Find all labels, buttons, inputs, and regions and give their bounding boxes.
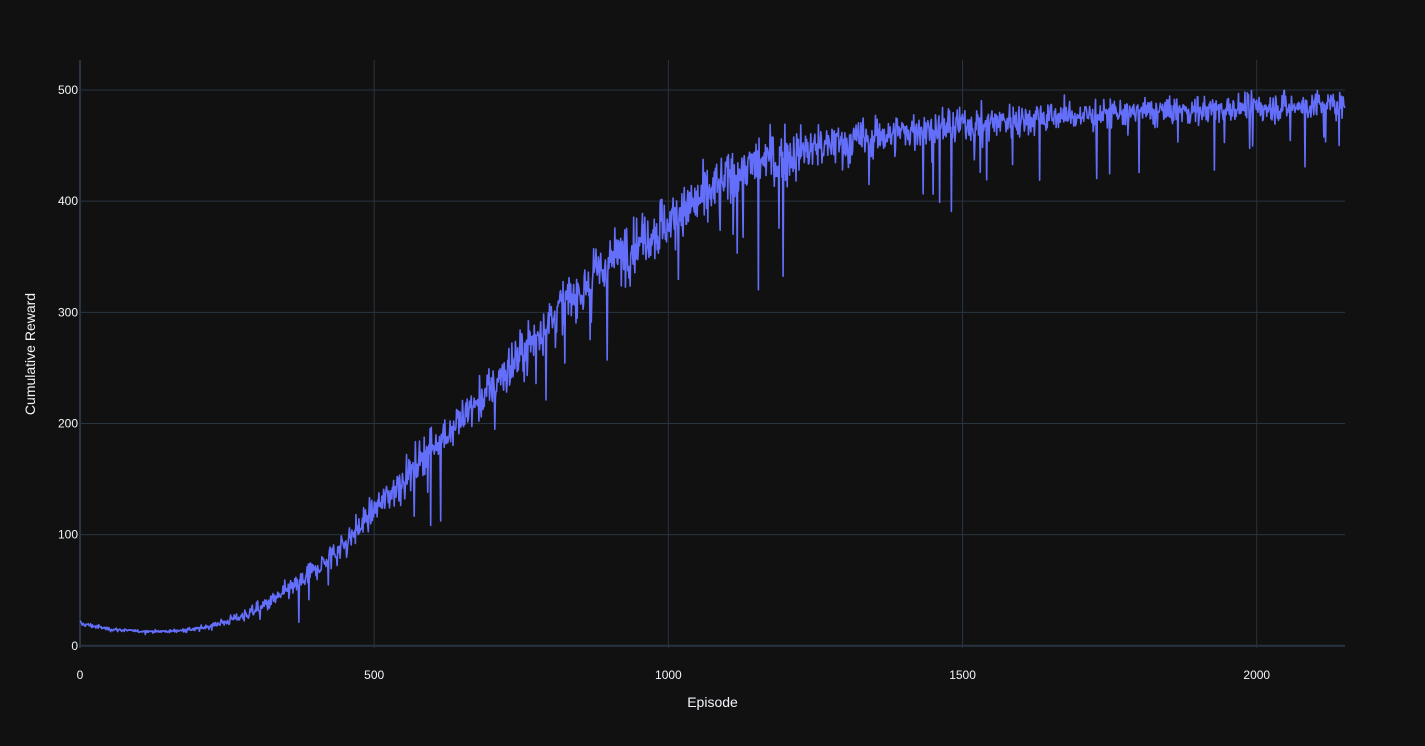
tick-label-layer: 0 500 1000 1500 2000 0 100 200 300 400 500 xyxy=(58,83,1270,682)
y-tick-label: 100 xyxy=(58,528,78,542)
x-tick-label: 500 xyxy=(364,668,384,682)
x-axis-title: Episode xyxy=(687,694,738,710)
y-tick-label: 0 xyxy=(71,639,78,653)
y-tick-label: 500 xyxy=(58,83,78,97)
y-tick-label: 200 xyxy=(58,416,78,430)
x-tick-label: 0 xyxy=(77,668,84,682)
series-layer xyxy=(79,89,1346,636)
reward-series-line xyxy=(79,89,1346,636)
y-axis-title: Cumulative Reward xyxy=(22,293,38,415)
x-tick-label: 1500 xyxy=(949,668,976,682)
x-tick-label: 2000 xyxy=(1243,668,1270,682)
grid-layer xyxy=(80,60,1345,648)
y-tick-label: 400 xyxy=(58,194,78,208)
y-tick-label: 300 xyxy=(58,305,78,319)
x-tick-label: 1000 xyxy=(655,668,682,682)
